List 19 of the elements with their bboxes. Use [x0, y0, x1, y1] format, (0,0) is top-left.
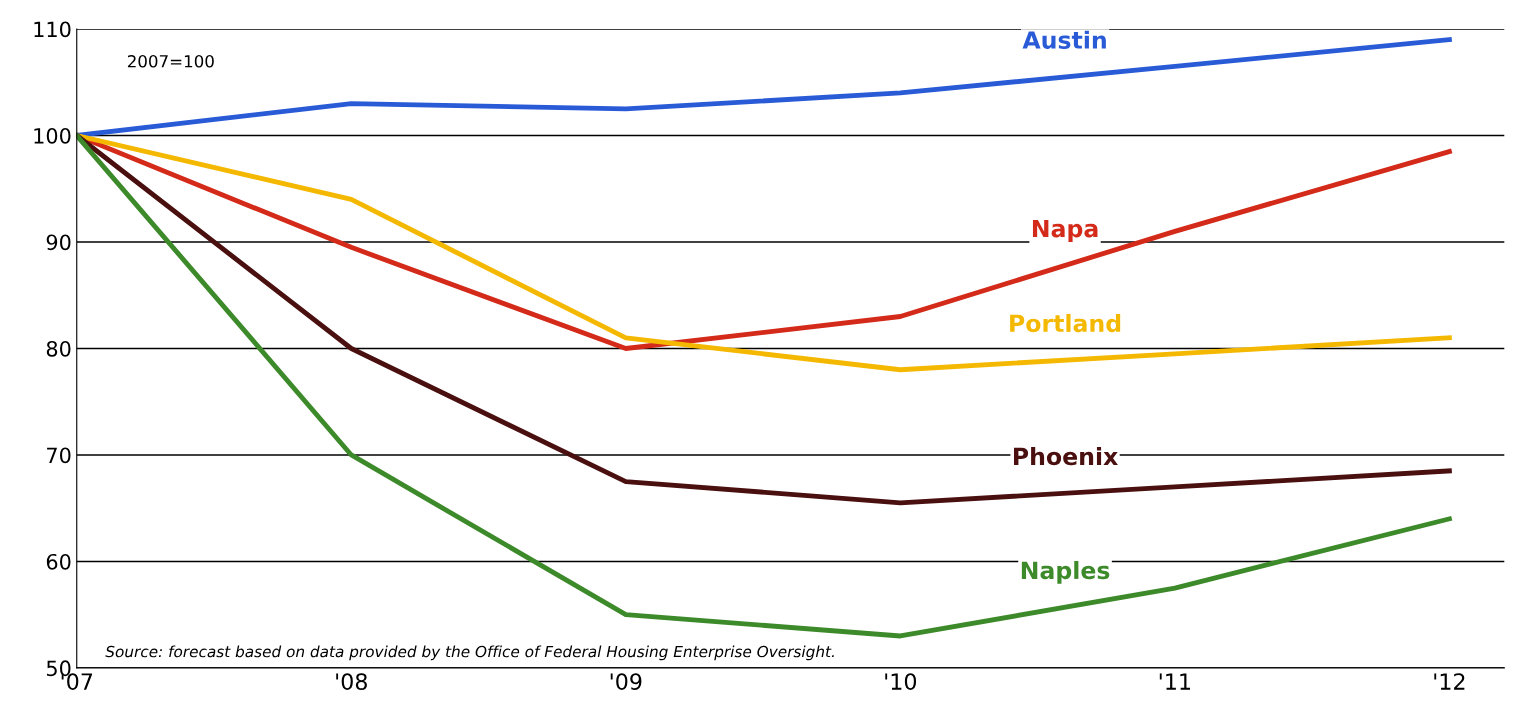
series-label: Austin: [1022, 30, 1106, 49]
annotation: 2007=100: [127, 55, 214, 68]
y-tick-label: 100: [34, 127, 71, 144]
y-tick-label: 60: [46, 553, 71, 570]
line-series: [76, 133, 1452, 639]
x-tick-label: '08: [336, 673, 367, 690]
x-tick-label: '09: [610, 673, 642, 690]
annotation: Source: forecast based on data provided by the Office of Federal Housing Enterprise Oversight.: [105, 645, 834, 661]
x-tick-label: '10: [885, 673, 917, 690]
y-tick-label: 70: [47, 447, 71, 464]
series-label: Phoenix: [1013, 447, 1118, 466]
series-label: Portland: [1010, 313, 1121, 333]
series-label: Naples: [1021, 560, 1110, 584]
x-tick-label: '11: [1159, 673, 1191, 690]
series-label: Napa: [1032, 219, 1098, 242]
y-tick-label: 90: [46, 234, 71, 251]
x-tick-label: '12: [1434, 673, 1465, 690]
y-tick-label: 80: [46, 340, 71, 357]
y-tick-label: 110: [34, 21, 71, 38]
